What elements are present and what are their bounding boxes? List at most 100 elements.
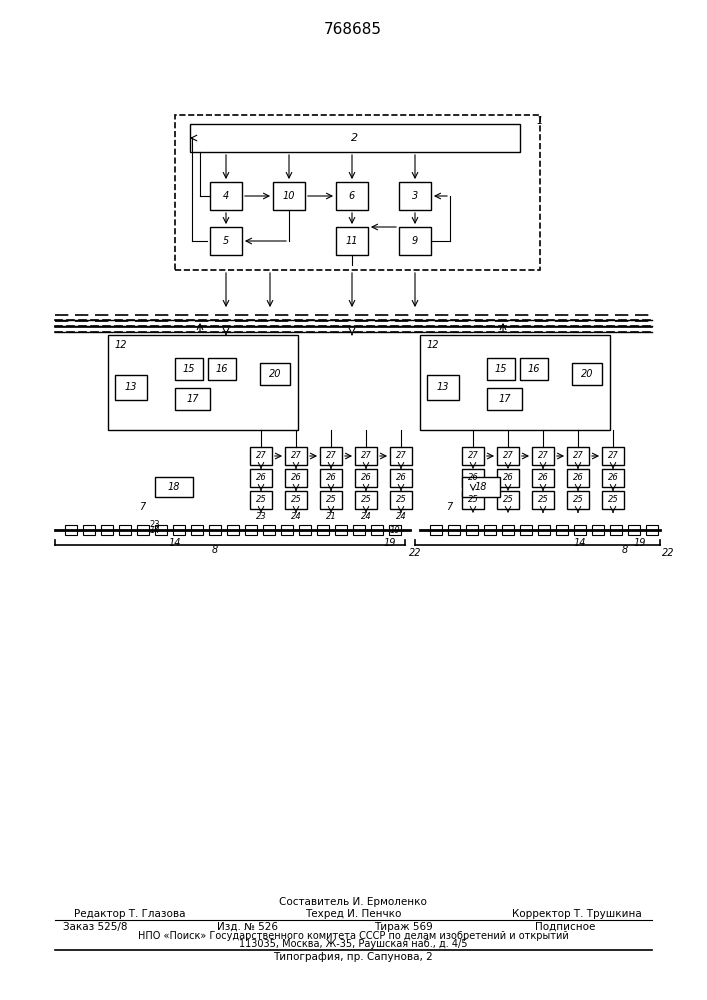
Text: 26: 26 [573,474,583,483]
Bar [538,525,550,535]
Bar [399,227,431,255]
Text: 27: 27 [396,452,407,460]
Bar [210,182,242,210]
Bar [335,525,347,535]
Text: 13: 13 [437,382,449,392]
Bar [175,115,540,270]
Text: 6: 6 [349,191,355,201]
Bar [299,525,311,535]
Text: 7: 7 [139,502,145,512]
Bar [175,358,203,380]
Text: 768685: 768685 [324,22,382,37]
Bar [355,469,377,487]
Bar [646,525,658,535]
Text: 26: 26 [326,474,337,483]
Bar [430,525,442,535]
Bar [487,358,515,380]
Text: 25: 25 [503,495,513,504]
Text: 26: 26 [503,474,513,483]
Bar [572,363,602,385]
Bar [190,124,520,152]
Bar [602,469,624,487]
Text: НПО «Поиск» Государственного комитета СССР по делам изобретений и открытий: НПО «Поиск» Государственного комитета СС… [138,931,568,941]
Bar [285,447,307,465]
Bar [462,491,484,509]
Bar [520,358,548,380]
Text: 27: 27 [573,452,583,460]
Bar [119,525,131,535]
Text: 25: 25 [467,495,479,504]
Bar [108,335,298,430]
Bar [532,491,554,509]
Text: 26: 26 [607,474,619,483]
Text: 18: 18 [474,482,487,492]
Bar [462,447,484,465]
Text: 26: 26 [467,474,479,483]
Text: 15: 15 [495,364,507,374]
Bar [532,469,554,487]
Text: Редактор Т. Глазова: Редактор Т. Глазова [74,909,186,919]
Text: 11: 11 [346,236,358,246]
Bar [497,469,519,487]
Bar [532,447,554,465]
Text: 3: 3 [412,191,418,201]
Text: 27: 27 [361,452,371,460]
Bar [173,525,185,535]
Bar [250,469,272,487]
Bar [260,363,290,385]
Bar [285,491,307,509]
Text: 9: 9 [412,236,418,246]
Bar [567,447,589,465]
Text: 25: 25 [537,495,549,504]
Bar [191,525,203,535]
Text: 17: 17 [186,394,199,404]
Bar [320,491,342,509]
Text: 16: 16 [527,364,540,374]
Bar [390,447,412,465]
Bar [497,447,519,465]
Bar [556,525,568,535]
Text: 26: 26 [361,474,371,483]
Bar [592,525,604,535]
Text: 1: 1 [537,116,543,126]
Bar [336,182,368,210]
Bar [336,227,368,255]
Bar [155,525,167,535]
Text: 27: 27 [291,452,301,460]
Bar [65,525,77,535]
Bar [389,525,401,535]
Bar [399,182,431,210]
Bar [115,375,147,400]
Text: 13: 13 [124,382,137,392]
Text: 19: 19 [390,526,400,535]
Text: 26: 26 [396,474,407,483]
Bar [602,447,624,465]
Text: 12: 12 [427,340,440,350]
Bar [227,525,239,535]
Text: Составитель И. Ермоленко: Составитель И. Ермоленко [279,897,427,907]
Text: 27: 27 [607,452,619,460]
Bar [317,525,329,535]
Text: 20: 20 [269,369,281,379]
Bar [628,525,640,535]
Bar [567,469,589,487]
Bar [137,525,149,535]
Bar [175,388,210,410]
Bar [209,525,221,535]
Text: 17: 17 [498,394,510,404]
Bar [210,227,242,255]
Bar [355,447,377,465]
Bar [484,525,496,535]
Bar [285,469,307,487]
Bar [574,525,586,535]
Bar [320,447,342,465]
Bar [462,477,500,497]
Text: 23: 23 [256,512,267,521]
Text: 25: 25 [573,495,583,504]
Text: Корректор Т. Трушкина: Корректор Т. Трушкина [512,909,642,919]
Text: Техред И. Пенчко: Техред И. Пенчко [305,909,401,919]
Text: 27: 27 [256,452,267,460]
Bar [567,491,589,509]
Text: 24: 24 [291,512,301,521]
Text: 25: 25 [361,495,371,504]
